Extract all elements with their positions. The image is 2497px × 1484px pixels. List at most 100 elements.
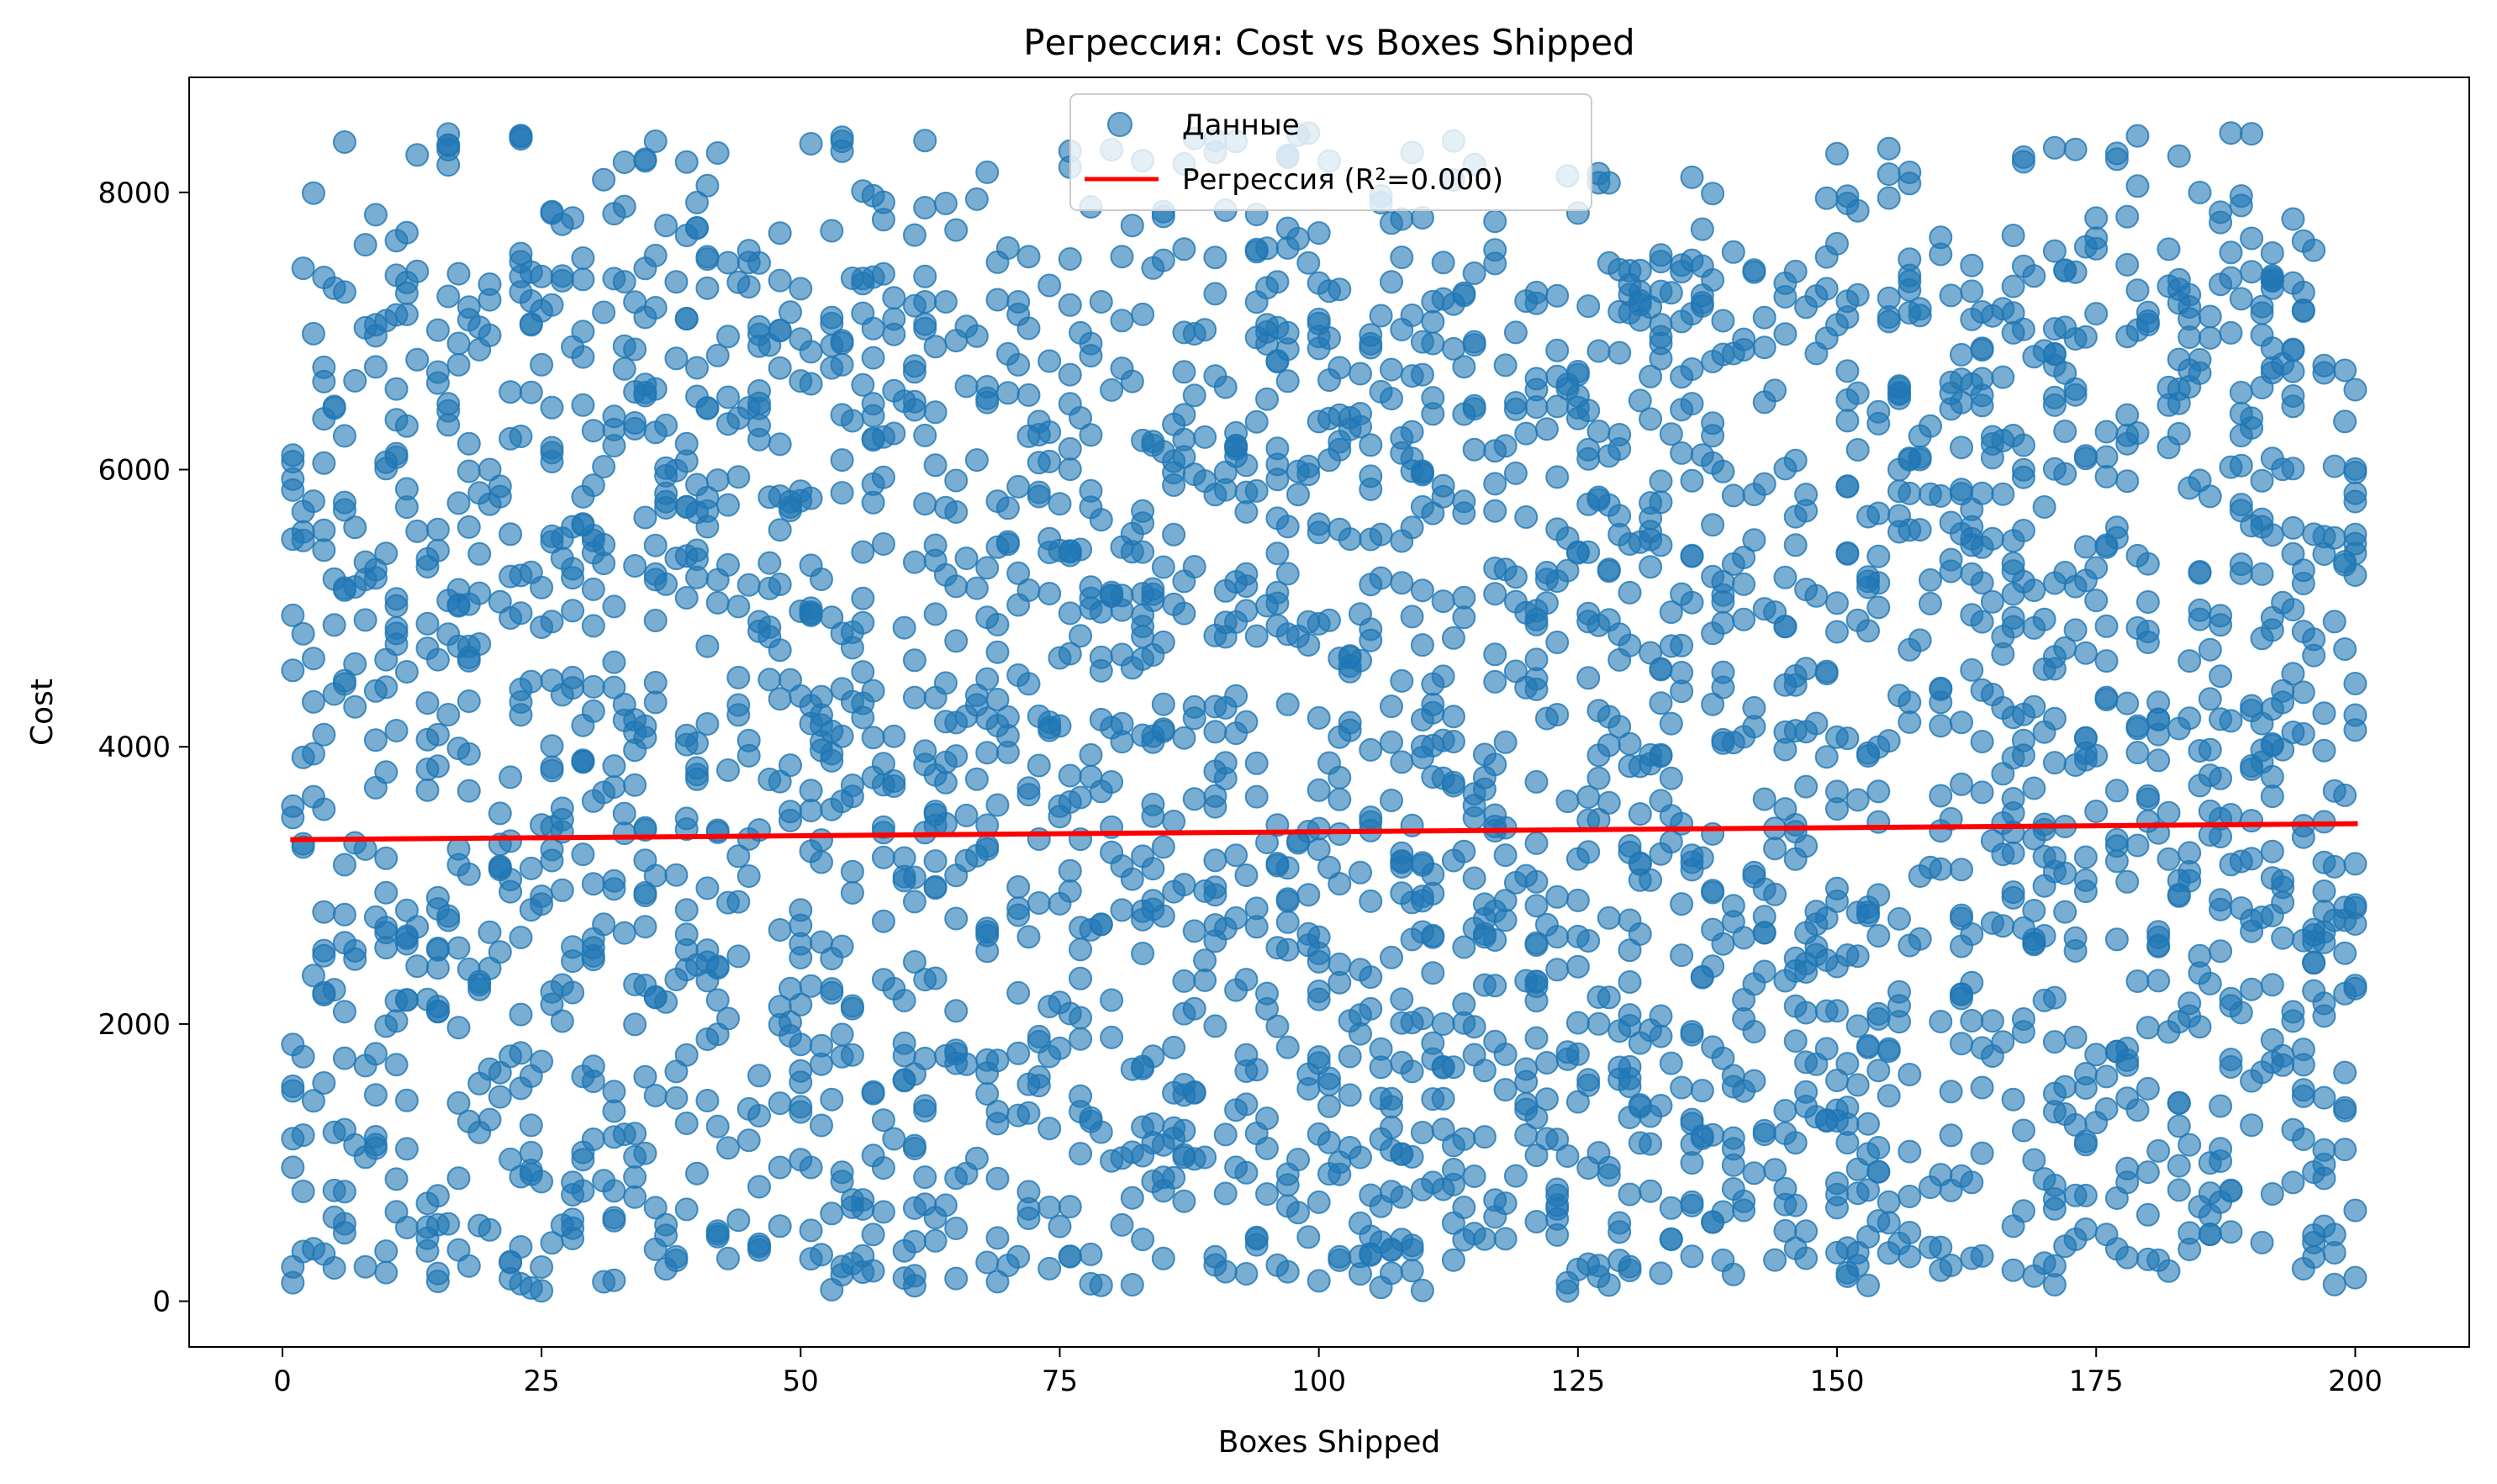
scatter-point <box>343 947 367 971</box>
scatter-point <box>923 548 948 573</box>
scatter-point <box>705 141 730 165</box>
scatter-point <box>2001 615 2025 639</box>
scatter-point <box>1100 1025 1124 1049</box>
scatter-point <box>1524 969 1549 994</box>
scatter-point <box>2125 741 2150 765</box>
scatter-point <box>1380 789 1403 812</box>
scatter-point <box>768 1155 792 1180</box>
scatter-point <box>664 346 689 371</box>
scatter-point <box>695 396 720 420</box>
scatter-point <box>2250 562 2274 586</box>
scatter-point <box>705 343 730 367</box>
scatter-point <box>2343 974 2368 998</box>
scatter-point <box>1835 1052 1860 1076</box>
scatter-point <box>1628 1031 1652 1055</box>
scatter-point <box>1576 446 1601 471</box>
scatter-point <box>882 1127 906 1151</box>
scatter-point <box>1835 1260 1860 1285</box>
scatter-point <box>2229 453 2253 478</box>
scatter-point <box>1970 678 1994 702</box>
scatter-point <box>1565 888 1590 912</box>
scatter-point <box>1980 911 2004 935</box>
scatter-point <box>1825 141 1849 166</box>
scatter-point <box>363 775 388 800</box>
scatter-point <box>1845 1157 1870 1181</box>
scatter-point <box>2240 415 2264 440</box>
scatter-point <box>2001 552 2025 576</box>
scatter-point <box>571 749 595 774</box>
scatter-point <box>592 167 616 192</box>
scatter-point <box>882 724 906 748</box>
scatter-point <box>758 551 782 575</box>
scatter-point <box>1380 357 1403 382</box>
scatter-point <box>1950 436 1973 460</box>
scatter-point <box>1027 451 1051 475</box>
scatter-point <box>2322 779 2347 803</box>
scatter-point <box>810 1033 833 1058</box>
scatter-point <box>1618 300 1642 325</box>
scatter-point <box>1866 411 1891 436</box>
scatter-point <box>1172 1001 1196 1026</box>
scatter-point <box>2073 641 2098 665</box>
scatter-point <box>1721 483 1745 508</box>
scatter-point <box>2198 325 2222 350</box>
scatter-point <box>2271 1043 2295 1068</box>
scatter-point <box>1369 1086 1393 1111</box>
scatter-point <box>1224 570 1248 594</box>
scatter-point <box>1131 1228 1155 1252</box>
scatter-point <box>830 1022 854 1047</box>
scatter-point <box>1628 851 1652 875</box>
scatter-point <box>1690 443 1714 467</box>
scatter-point <box>2229 552 2253 577</box>
scatter-point <box>2198 687 2222 711</box>
scatter-point <box>2011 145 2035 169</box>
scatter-point <box>1524 647 1549 672</box>
scatter-point <box>840 1251 864 1275</box>
scatter-point <box>913 1094 937 1118</box>
scatter-point <box>944 744 969 768</box>
scatter-point <box>1534 591 1559 615</box>
scatter-point <box>2260 973 2284 997</box>
scatter-point <box>581 419 605 443</box>
scatter-point <box>861 679 885 703</box>
scatter-point <box>1503 320 1528 345</box>
scatter-point <box>509 563 533 588</box>
scatter-point <box>2209 897 2233 922</box>
scatter-point <box>1069 1084 1093 1108</box>
scatter-point <box>1607 715 1632 739</box>
plot-frame <box>188 77 2470 1348</box>
scatter-point <box>2115 1156 2140 1180</box>
scatter-point <box>1307 409 1331 434</box>
scatter-point <box>1721 910 1745 934</box>
scatter-point <box>1960 307 1984 331</box>
scatter-point <box>1908 445 1932 469</box>
scatter-point <box>1100 378 1124 402</box>
scatter-point <box>1100 716 1124 740</box>
scatter-point <box>1390 1185 1414 1209</box>
scatter-point <box>1514 863 1539 888</box>
scatter-point <box>1462 1015 1486 1039</box>
scatter-point <box>2094 1064 2119 1089</box>
y-tick-label: 6000 <box>98 454 171 488</box>
scatter-point <box>643 296 668 320</box>
scatter-point <box>768 1214 792 1238</box>
scatter-point <box>944 629 969 653</box>
scatter-point <box>1213 767 1238 790</box>
scatter-point <box>985 793 1010 817</box>
scatter-point <box>425 538 450 562</box>
scatter-point <box>2042 645 2067 669</box>
scatter-point <box>1680 1107 1704 1132</box>
scatter-point <box>1804 1052 1829 1076</box>
scatter-point <box>2084 226 2109 251</box>
scatter-point <box>830 481 854 505</box>
scatter-point <box>1079 423 1103 447</box>
scatter-point <box>281 1127 305 1151</box>
scatter-point <box>2322 610 2347 634</box>
scatter-point <box>871 532 895 556</box>
scatter-point <box>985 640 1010 664</box>
scatter-point <box>2115 204 2140 229</box>
scatter-point <box>1752 921 1776 945</box>
scatter-point <box>405 143 430 167</box>
scatter-point <box>1151 630 1175 654</box>
scatter-point <box>2135 1076 2160 1101</box>
